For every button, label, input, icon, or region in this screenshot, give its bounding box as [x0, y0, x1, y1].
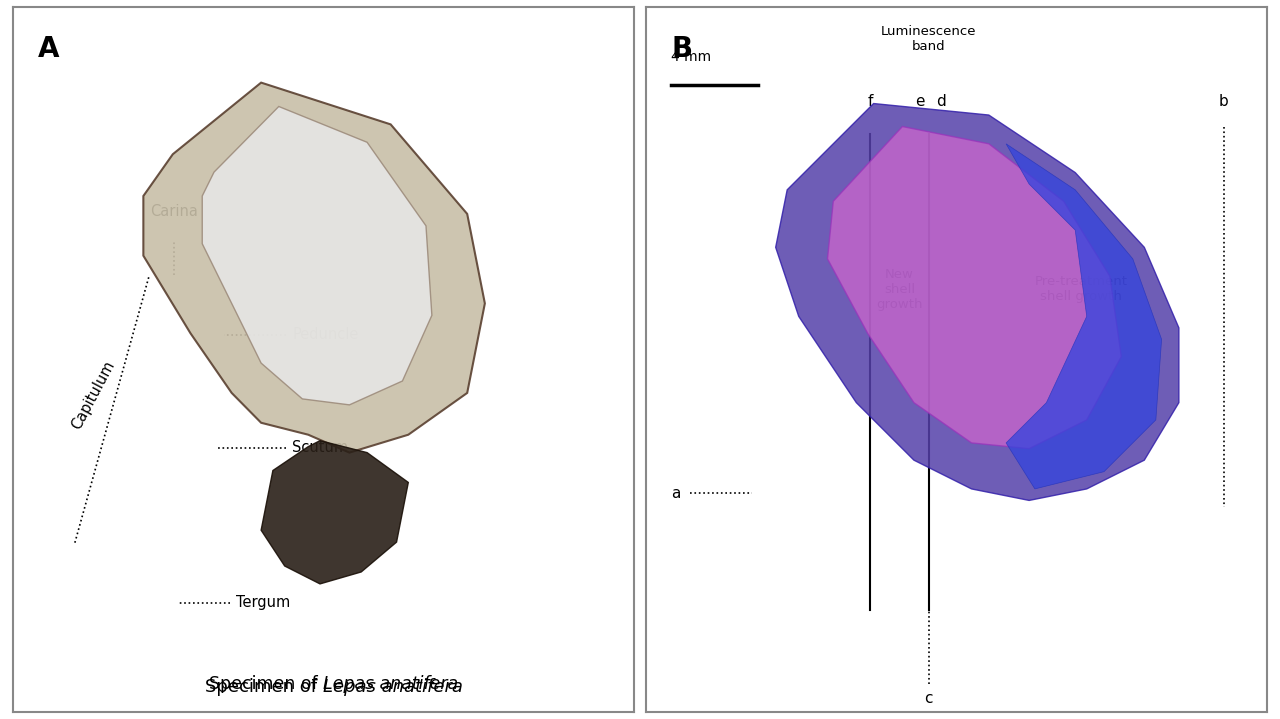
Text: Lepas anatifera: Lepas anatifera	[324, 678, 463, 696]
Text: f: f	[868, 94, 873, 109]
Text: Pre-treatment
shell growth: Pre-treatment shell growth	[1034, 275, 1128, 303]
Text: Peduncle: Peduncle	[292, 327, 358, 342]
Text: a: a	[671, 486, 681, 501]
Text: d: d	[937, 94, 946, 109]
Polygon shape	[828, 127, 1121, 449]
Text: Tergum: Tergum	[237, 595, 291, 610]
Text: b: b	[1219, 94, 1229, 109]
Text: Carina: Carina	[150, 203, 198, 219]
Text: 4 mm: 4 mm	[671, 50, 712, 63]
Text: A: A	[37, 35, 59, 63]
Polygon shape	[1006, 144, 1162, 489]
Text: Capitulum: Capitulum	[69, 358, 118, 431]
Text: e: e	[915, 94, 924, 109]
Text: Luminescence
band: Luminescence band	[881, 25, 977, 53]
Polygon shape	[202, 106, 431, 405]
Text: Lepas anatifera: Lepas anatifera	[324, 674, 458, 692]
Polygon shape	[776, 104, 1179, 500]
Text: Specimen of: Specimen of	[209, 674, 324, 692]
Text: B: B	[671, 35, 692, 63]
Text: Scutum: Scutum	[292, 440, 348, 455]
Polygon shape	[143, 83, 485, 453]
Text: New
shell
growth: New shell growth	[877, 267, 923, 311]
Text: Specimen of: Specimen of	[206, 678, 324, 696]
Text: c: c	[924, 691, 933, 705]
Polygon shape	[261, 441, 408, 584]
